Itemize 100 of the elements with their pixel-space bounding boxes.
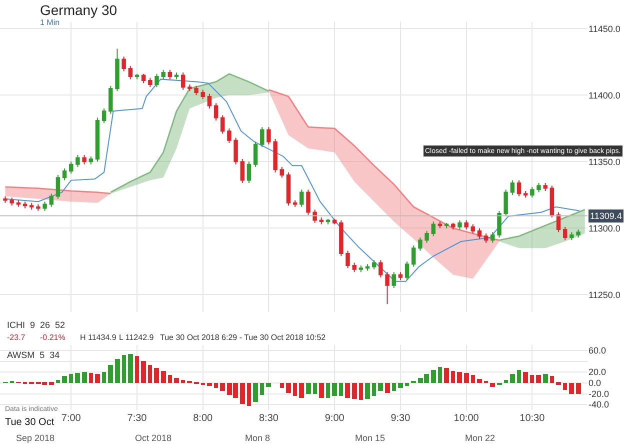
candlestick (438, 221, 442, 229)
candlestick (62, 168, 67, 181)
x-tick-label: 10:00 (454, 413, 480, 424)
candlestick (451, 222, 456, 230)
bar (293, 383, 297, 396)
bar (504, 380, 508, 383)
line-series (498, 208, 586, 241)
y-tick-label: 11400.0 (588, 90, 620, 100)
bar (359, 383, 363, 400)
text: ICHI 9 26 52 (7, 320, 66, 330)
y-tick-label: -20.0 (588, 388, 610, 399)
bar (148, 365, 152, 383)
bar (326, 383, 330, 398)
y-tick-label: 11350.0 (588, 156, 620, 167)
candlestick (16, 200, 21, 208)
candlestick (95, 117, 100, 162)
bar (135, 356, 139, 383)
text: Oct 2018 (135, 433, 172, 443)
candlestick (207, 93, 212, 109)
bar (345, 383, 350, 398)
bar (247, 383, 251, 406)
bar (563, 383, 567, 390)
candlestick (418, 237, 422, 252)
candlestick (412, 244, 416, 268)
candlestick (82, 154, 86, 165)
candlestick (470, 224, 476, 234)
candlestick (134, 73, 140, 80)
candlestick (260, 126, 264, 148)
bar (339, 383, 343, 396)
ref-line-label: 11309.4 (590, 211, 622, 221)
bar (128, 354, 133, 383)
candlestick (22, 201, 28, 209)
candlestick (128, 65, 133, 80)
bar (576, 383, 581, 394)
text: -0.21% (40, 333, 66, 342)
candlestick (562, 226, 568, 241)
bar (253, 383, 258, 402)
bar (477, 379, 482, 383)
bar (207, 383, 212, 386)
bar (141, 361, 146, 383)
candlestick (477, 228, 482, 240)
candlestick (576, 229, 580, 238)
candlestick (332, 218, 337, 225)
candlestick (444, 222, 449, 229)
candlestick (464, 220, 468, 230)
candlestick (200, 89, 205, 100)
y-tick-label: 20.0 (588, 367, 606, 378)
candlestick (365, 264, 370, 272)
bar (332, 383, 337, 396)
y-tick-label: 0.0 (588, 378, 602, 388)
bar (457, 372, 462, 383)
candlestick (266, 126, 271, 145)
candlestick (530, 186, 534, 198)
bar (260, 383, 264, 395)
bar (569, 383, 574, 394)
candlestick (398, 272, 403, 281)
x-tick-label: 7:00 (61, 413, 82, 424)
bar (431, 370, 436, 383)
bar (536, 375, 541, 383)
bar (56, 380, 60, 383)
bar (556, 382, 561, 385)
candlestick (69, 161, 74, 174)
y-tick-label: 11250.0 (588, 290, 620, 300)
text: Sep 2018 (16, 433, 55, 443)
bar (286, 383, 291, 393)
candlestick (543, 182, 548, 192)
candlestick (306, 189, 310, 216)
candlestick (358, 264, 364, 273)
candlestick (234, 137, 238, 165)
candlestick (30, 202, 34, 210)
candlestick (510, 180, 515, 196)
candlestick (115, 48, 120, 92)
bar (372, 383, 376, 396)
candlestick (312, 209, 317, 224)
candlestick (194, 85, 198, 96)
bar (378, 383, 383, 391)
candlestick (378, 260, 383, 278)
text: Mon 15 (355, 433, 386, 443)
candlestick (56, 174, 60, 200)
bar (451, 371, 455, 383)
bar (517, 370, 521, 383)
bar (523, 372, 528, 383)
text: Tue 30 Oct (5, 417, 54, 428)
candlestick (174, 72, 179, 80)
bar (102, 372, 106, 383)
candlestick (108, 85, 113, 114)
x-tick-label: 9:00 (324, 413, 345, 424)
candlestick (385, 272, 390, 305)
candlestick (424, 230, 429, 244)
candlestick (497, 210, 502, 238)
bar (530, 375, 534, 383)
candlestick (516, 180, 522, 197)
candlestick (352, 262, 356, 273)
candlestick (392, 272, 396, 289)
candlestick (141, 73, 146, 84)
candlestick (490, 232, 495, 244)
bar (490, 383, 495, 387)
bar (444, 368, 449, 383)
x-tick-label: 10:30 (520, 413, 546, 424)
candlestick (42, 201, 47, 212)
